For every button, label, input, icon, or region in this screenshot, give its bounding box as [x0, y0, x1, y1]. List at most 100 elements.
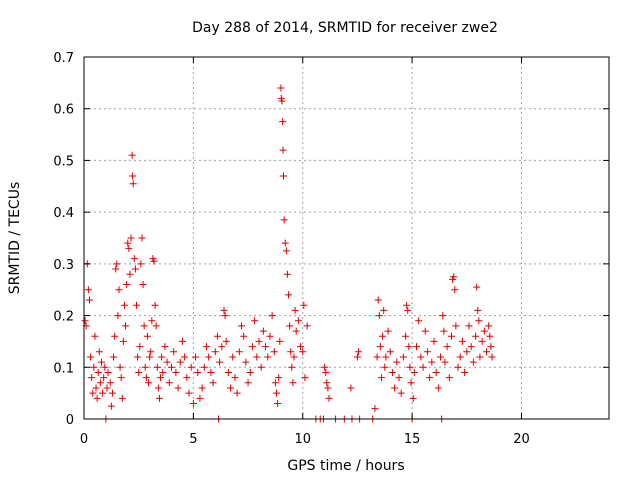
data-point [87, 353, 95, 361]
data-point [379, 332, 387, 340]
grid-lines [84, 57, 609, 419]
data-point [439, 312, 447, 320]
data-point [393, 358, 401, 366]
data-point [303, 322, 311, 330]
data-point [172, 368, 180, 376]
x-tick-label: 10 [294, 432, 311, 447]
data-point [189, 399, 197, 407]
data-point [280, 172, 287, 180]
data-point [200, 363, 208, 371]
data-point [159, 368, 167, 376]
data-point [131, 265, 139, 273]
data-point [148, 317, 156, 325]
data-point [174, 384, 182, 392]
y-tick-label: 0.2 [53, 310, 74, 325]
data-point [410, 368, 418, 376]
data-point [443, 343, 451, 351]
data-point [89, 389, 97, 397]
data-point [299, 348, 307, 356]
data-point [300, 301, 308, 309]
data-point [124, 239, 132, 247]
data-point [138, 234, 146, 242]
data-point [233, 389, 241, 397]
data-point [229, 353, 237, 361]
y-tick-label: 0.1 [53, 361, 74, 376]
data-point [92, 384, 100, 392]
data-point [120, 301, 128, 309]
y-tick-label: 0 [66, 413, 74, 428]
y-tick-label: 0.7 [53, 51, 74, 66]
data-point [216, 358, 224, 366]
data-point [474, 306, 482, 314]
data-point [126, 270, 134, 278]
data-point [406, 363, 414, 371]
data-point [207, 368, 215, 376]
data-point [282, 247, 290, 255]
data-point [113, 260, 121, 268]
data-point [452, 322, 460, 330]
data-point [110, 353, 118, 361]
data-point [456, 353, 464, 361]
axis-ticks [83, 56, 609, 420]
data-point [88, 374, 96, 382]
data-point [415, 317, 423, 325]
data-point [458, 337, 466, 345]
data-point [355, 348, 363, 356]
data-point [291, 306, 299, 314]
data-point [253, 353, 261, 361]
data-point [84, 286, 92, 294]
data-point [324, 384, 332, 392]
data-point [288, 363, 296, 371]
data-point [274, 399, 282, 407]
data-point [94, 368, 102, 376]
data-point [147, 348, 155, 356]
data-point [353, 353, 361, 361]
data-point [187, 363, 195, 371]
data-point [196, 394, 204, 402]
plot-frame [83, 56, 610, 420]
data-point [150, 257, 158, 265]
data-point [111, 332, 119, 340]
data-point [248, 343, 256, 351]
data-point [268, 312, 276, 320]
data-point [473, 283, 481, 291]
data-point [141, 363, 149, 371]
data-point [107, 402, 115, 410]
data-point [280, 216, 288, 224]
data-point [301, 374, 309, 382]
data-point [129, 180, 137, 188]
x-tick-label: 5 [189, 432, 197, 447]
data-point [114, 312, 122, 320]
data-point [255, 337, 263, 345]
data-point [205, 353, 213, 361]
data-point [399, 353, 407, 361]
data-point [108, 389, 116, 397]
y-axis-label: SRMTID / TECUs [7, 182, 23, 295]
data-point [384, 327, 392, 335]
data-point [264, 353, 272, 361]
data-point [375, 312, 383, 320]
data-point [146, 353, 154, 361]
data-point [469, 358, 477, 366]
data-point [203, 343, 210, 351]
data-point [106, 379, 114, 387]
data-point [480, 327, 488, 335]
data-point [382, 353, 390, 361]
data-point [218, 343, 226, 351]
data-point [434, 384, 442, 392]
x-tick-label: 0 [80, 432, 88, 447]
data-point [276, 337, 284, 345]
data-point [118, 394, 126, 402]
data-points [81, 84, 496, 423]
data-point [395, 374, 403, 382]
data-point [371, 405, 379, 413]
data-point [153, 363, 161, 371]
data-point [122, 322, 130, 330]
data-point [440, 327, 448, 335]
data-point [93, 394, 101, 402]
data-point [222, 337, 230, 345]
data-point [407, 379, 415, 387]
data-point [238, 322, 245, 330]
data-point [476, 353, 484, 361]
